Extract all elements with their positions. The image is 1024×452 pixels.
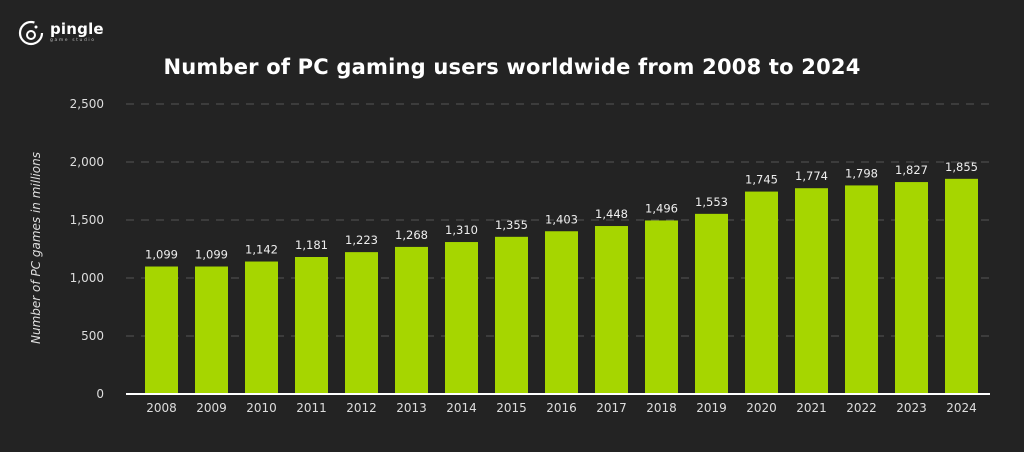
bar [145,266,178,394]
bar [595,226,628,394]
bar [645,220,678,394]
logo: pingle game studio [18,20,104,46]
data-label: 1,099 [145,248,178,262]
bar [795,188,828,394]
x-tick-label: 2021 [796,401,827,415]
chameleon-logo-icon [18,20,44,46]
x-tick-label: 2016 [546,401,577,415]
bar [845,185,878,394]
bar [345,252,378,394]
data-label: 1,181 [295,238,328,252]
data-label: 1,553 [695,195,728,209]
data-label: 1,855 [945,160,978,174]
y-tick-label: 0 [96,387,104,401]
bar [895,182,928,394]
data-label: 1,448 [595,207,628,221]
data-label: 1,745 [745,173,778,187]
x-tick-label: 2011 [296,401,327,415]
x-tick-label: 2022 [846,401,877,415]
x-tick-label: 2024 [946,401,977,415]
y-tick-label: 2,000 [70,155,104,169]
y-tick-label: 1,500 [70,213,104,227]
x-tick-label: 2014 [446,401,477,415]
x-tick-label: 2012 [346,401,377,415]
data-label: 1,496 [645,201,678,215]
bar [745,191,778,394]
data-label: 1,310 [445,223,478,237]
bar [945,178,978,394]
bar [445,242,478,394]
x-tick-label: 2017 [596,401,627,415]
data-label: 1,268 [395,228,428,242]
x-tick-label: 2009 [196,401,227,415]
logo-name: pingle [50,20,104,39]
data-label: 1,355 [495,218,528,232]
bar [495,236,528,394]
data-label: 1,403 [545,212,578,226]
y-tick-label: 500 [81,329,104,343]
x-tick-label: 2010 [246,401,277,415]
y-tick-label: 1,000 [70,271,104,285]
bar [545,231,578,394]
bar [195,266,228,394]
y-tick-label: 2,500 [70,97,104,111]
bar [245,261,278,394]
logo-subtitle: game studio [50,38,96,44]
x-tick-label: 2019 [696,401,727,415]
bar [395,246,428,394]
x-tick-label: 2023 [896,401,927,415]
x-tick-label: 2020 [746,401,777,415]
x-tick-label: 2015 [496,401,527,415]
x-tick-label: 2013 [396,401,427,415]
x-tick-label: 2008 [146,401,177,415]
data-label: 1,774 [795,169,828,183]
data-label: 1,142 [245,243,278,257]
data-label: 1,223 [345,233,378,247]
bar [295,257,328,394]
data-label: 1,099 [195,248,228,262]
data-label: 1,798 [845,166,878,180]
bar [695,213,728,394]
x-tick-label: 2018 [646,401,677,415]
chart-title: Number of PC gaming users worldwide from… [163,55,861,79]
data-label: 1,827 [895,163,928,177]
